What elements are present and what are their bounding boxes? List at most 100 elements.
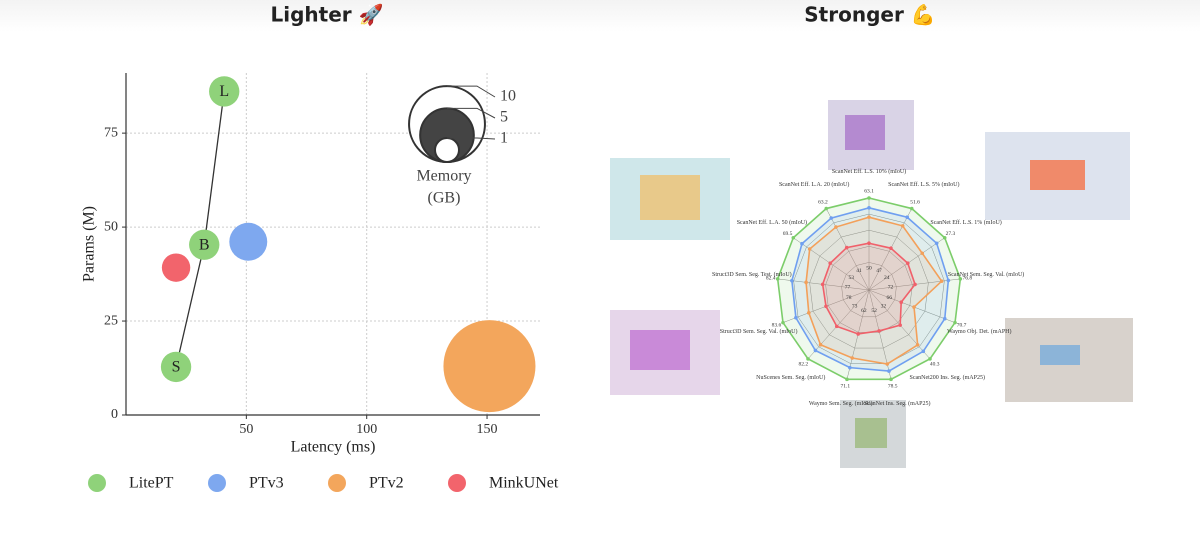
- axis-max-label: 71.1: [840, 383, 850, 389]
- axis-min-label: 52: [871, 308, 877, 314]
- x-axis-label: Latency (ms): [291, 439, 376, 456]
- axis-label: ScanNet200 Ins. Seg. (mAP25): [909, 375, 985, 382]
- radar-point: [791, 235, 796, 240]
- radar-point: [946, 278, 951, 283]
- axis-label-box: ScanNet200 Ins. Seg. (mAP25): [909, 375, 985, 382]
- radar-point: [920, 251, 925, 256]
- axis-max-label: 69.5: [783, 231, 793, 237]
- radar-point: [898, 323, 902, 327]
- bubble: [443, 320, 536, 413]
- radar-point: [829, 216, 834, 220]
- axis-label: ScanNet Eff. L.S. 1% (mIoU): [930, 219, 1002, 226]
- radar-area: [821, 242, 916, 335]
- radar-point: [889, 377, 893, 382]
- axis-label-box: ScanNet Eff. L.A. 50 (mIoU): [737, 220, 807, 226]
- axis-label-box: Waymo Sem. Seg. (mIoU): [809, 401, 873, 407]
- axis-label-box: Struct3D Sem. Seg. Val. (mIoU): [719, 328, 798, 335]
- radar-ring: [809, 229, 929, 349]
- axis-min-label: 62: [861, 308, 867, 314]
- axis-label-box: ScanNet Ins. Seg. (mAP25): [864, 401, 931, 407]
- thumbnails: [610, 100, 1133, 468]
- thumbnail-detail: [1030, 160, 1085, 190]
- radar-ring: [793, 213, 945, 364]
- radar-point: [939, 279, 944, 283]
- thumbnail-detail: [640, 175, 700, 220]
- y-tick-label: 75: [104, 125, 118, 140]
- point-label: S: [172, 359, 181, 376]
- radar-point: [905, 261, 910, 266]
- radar-point: [900, 224, 905, 228]
- axis-min-label: 66: [886, 295, 892, 301]
- bubble: [160, 351, 192, 383]
- y-tick-label: 0: [111, 407, 118, 422]
- size-legend-circle: [434, 137, 460, 163]
- axis-label: ScanNet Sem. Seg. Val. (mIoU): [947, 272, 1025, 279]
- size-legend-title: Memory: [416, 168, 471, 185]
- radar-point: [909, 206, 914, 211]
- radar-point: [877, 329, 881, 333]
- legend-marker: [88, 474, 106, 492]
- radar-point: [781, 320, 785, 325]
- radar-point: [845, 377, 849, 382]
- axis-max-label: 40.3: [930, 361, 940, 367]
- axis-label-box: ScanNet Eff. L.S. 10% (mIoU): [832, 169, 906, 175]
- radar-point: [958, 277, 963, 281]
- radar-point: [794, 315, 798, 320]
- axis-label: ScanNet Eff. L.S. 5% (mIoU): [888, 182, 960, 189]
- x-tick-label: 50: [239, 422, 253, 437]
- radar-area: [791, 207, 950, 372]
- axis-label-box: ScanNet Eff. L.S. 1% (mIoU): [930, 219, 1002, 226]
- thumbnail-detail: [855, 418, 887, 448]
- radar-point: [921, 349, 926, 354]
- axis-label-box: ScanNet Sem. Seg. Val. (mIoU): [947, 272, 1025, 279]
- radar-point: [889, 246, 893, 251]
- point-label: L: [219, 83, 229, 100]
- size-legend-label: 1: [500, 130, 508, 147]
- radar-point: [915, 343, 920, 347]
- y-axis-label: Params (M): [81, 206, 98, 282]
- axis-label: ScanNet Eff. L.A. 20 (mIoU): [778, 182, 850, 189]
- radar-point: [912, 305, 916, 309]
- radar-spoke: [807, 289, 870, 360]
- thumbnail-detail: [630, 330, 690, 370]
- radar-point: [885, 362, 890, 366]
- x-tick-label: 150: [477, 422, 498, 437]
- axis-label-box: ScanNet Eff. L.S. 5% (mIoU): [888, 182, 960, 189]
- thumbnail-detail: [845, 115, 885, 150]
- axis-label: NuScenes Sem. Seg. (mIoU): [756, 375, 826, 382]
- axis-min-label: 73: [852, 303, 858, 309]
- axis-max-label: 63.1: [864, 188, 874, 194]
- legend-label: PTv2: [369, 475, 404, 492]
- axis-max-label: 51.6: [910, 200, 920, 206]
- radar-point: [818, 342, 823, 347]
- legend-marker: [208, 474, 226, 492]
- radar-point: [867, 241, 871, 246]
- bubble: [161, 253, 191, 282]
- axis-label-box: NuScenes Sem. Seg. (mIoU): [756, 375, 826, 382]
- radar-point: [867, 196, 871, 200]
- axis-label: Struct3D Sem. Seg. Val. (mIoU): [719, 328, 798, 335]
- axis-max-label: 70.7: [957, 322, 967, 328]
- radar-point: [850, 356, 855, 360]
- radar-point: [867, 215, 871, 219]
- axis-max-label: 76.8: [962, 275, 972, 281]
- radar-point: [856, 332, 860, 336]
- axis-label: Waymo Obj. Det. (mAPH): [947, 328, 1012, 335]
- bubble: [229, 222, 268, 261]
- bubble: [189, 229, 220, 260]
- axis-max-label: 27.3: [946, 231, 956, 237]
- axis-label-box: ScanNet Eff. L.A. 20 (mIoU): [778, 182, 850, 189]
- axis-label: Struct3D Sem. Seg. Test. (mIoU): [712, 272, 792, 279]
- size-legend-leader: [447, 85, 496, 98]
- point-label: B: [199, 236, 210, 253]
- y-tick-label: 50: [104, 219, 118, 234]
- axis-max-label: 82.4: [766, 275, 776, 281]
- radar-point: [953, 320, 957, 325]
- chart-title: Stronger 💪: [804, 3, 935, 27]
- radar-point: [813, 348, 818, 353]
- size-legend-title: (GB): [428, 190, 461, 207]
- radar-point: [834, 324, 839, 329]
- axis-label-box: Struct3D Sem. Seg. Test. (mIoU): [712, 272, 792, 279]
- radar-point: [899, 300, 904, 305]
